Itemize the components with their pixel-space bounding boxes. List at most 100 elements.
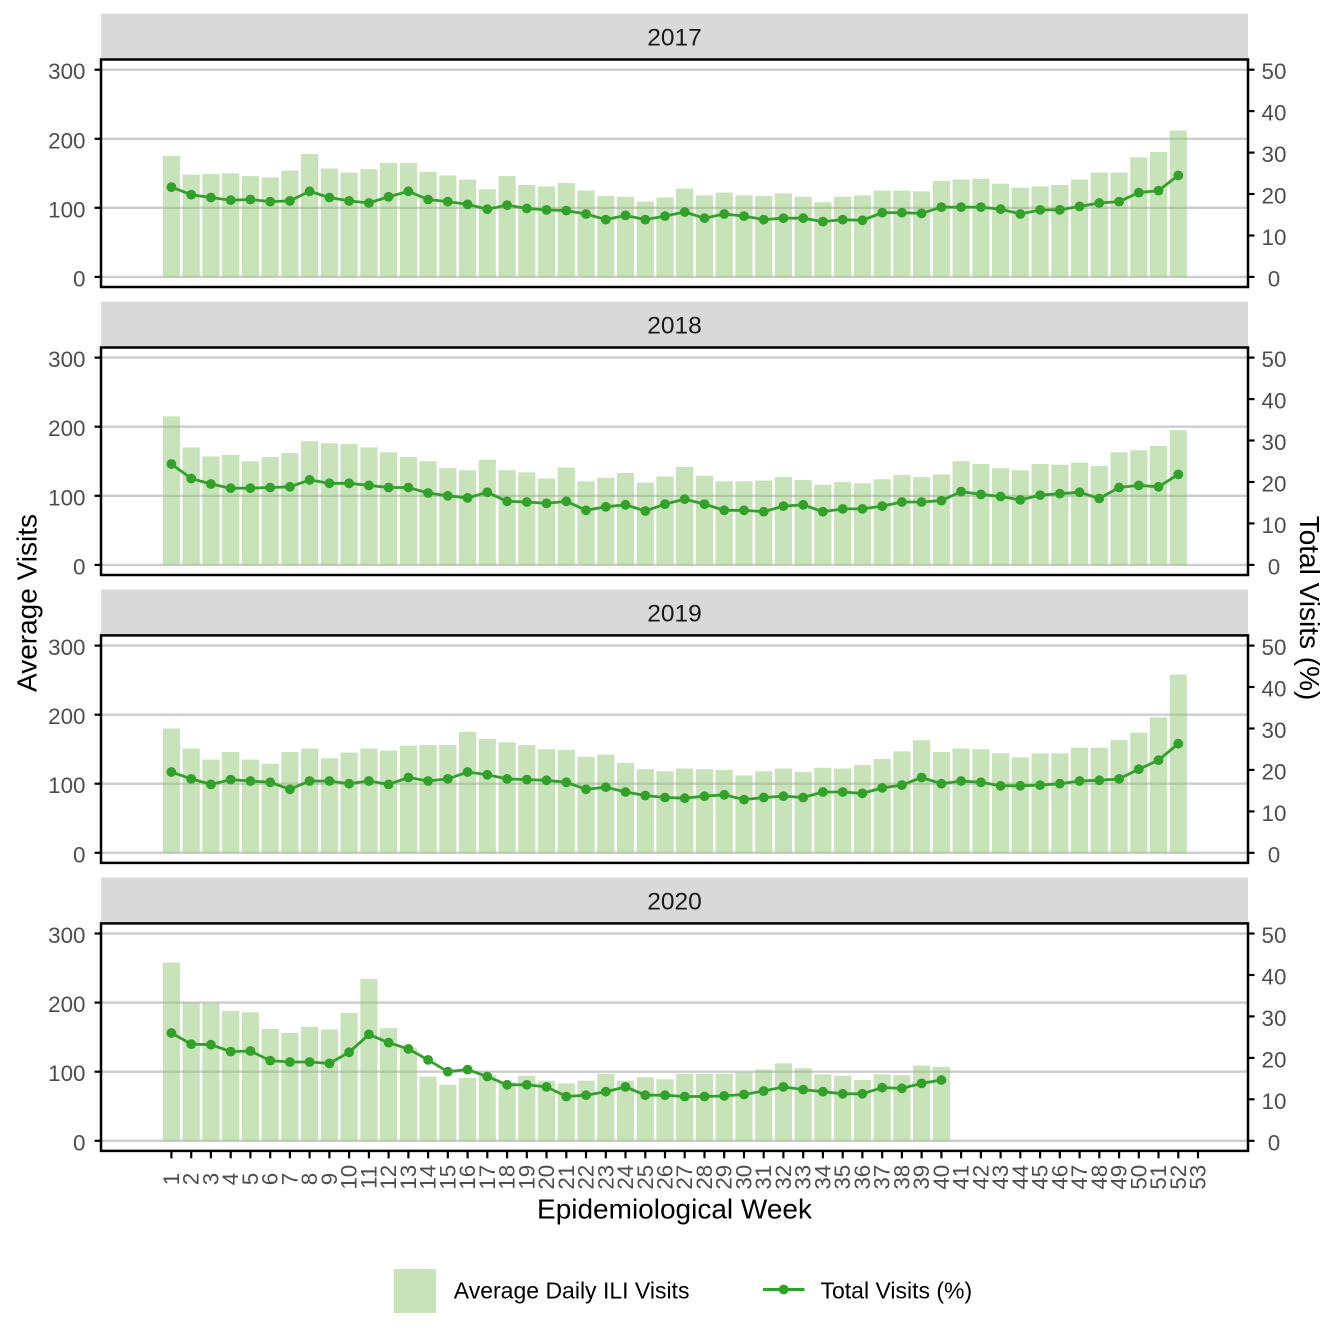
svg-text:0: 0 xyxy=(73,554,85,579)
svg-text:50: 50 xyxy=(1262,347,1287,372)
svg-text:50: 50 xyxy=(1262,635,1287,660)
svg-text:200: 200 xyxy=(48,704,85,729)
svg-text:52: 52 xyxy=(1166,1165,1191,1190)
svg-text:2018: 2018 xyxy=(647,313,702,340)
svg-text:40: 40 xyxy=(929,1165,954,1190)
svg-text:10: 10 xyxy=(1262,1089,1287,1114)
svg-text:300: 300 xyxy=(48,59,85,84)
svg-text:Total Visits (%): Total Visits (%) xyxy=(1294,516,1325,701)
svg-text:Average Daily ILI Visits: Average Daily ILI Visits xyxy=(454,1278,690,1304)
svg-text:27: 27 xyxy=(672,1165,697,1190)
svg-text:2017: 2017 xyxy=(647,25,702,52)
svg-text:0: 0 xyxy=(73,842,85,867)
svg-text:15: 15 xyxy=(435,1165,460,1190)
svg-text:300: 300 xyxy=(48,923,85,948)
svg-text:30: 30 xyxy=(1262,718,1287,743)
svg-text:100: 100 xyxy=(48,197,85,222)
svg-text:32: 32 xyxy=(771,1165,796,1190)
svg-text:21: 21 xyxy=(554,1165,579,1190)
svg-text:50: 50 xyxy=(1262,59,1287,84)
svg-text:Epidemiological Week: Epidemiological Week xyxy=(537,1194,813,1225)
svg-text:10: 10 xyxy=(337,1165,362,1190)
svg-text:1: 1 xyxy=(159,1173,184,1185)
svg-text:9: 9 xyxy=(317,1173,342,1185)
svg-text:22: 22 xyxy=(574,1165,599,1190)
svg-text:31: 31 xyxy=(751,1165,776,1190)
svg-text:38: 38 xyxy=(889,1165,914,1190)
svg-text:14: 14 xyxy=(416,1165,441,1190)
svg-text:28: 28 xyxy=(692,1165,717,1190)
svg-text:Average Visits: Average Visits xyxy=(11,514,42,692)
svg-text:37: 37 xyxy=(870,1165,895,1190)
svg-text:0: 0 xyxy=(1268,842,1280,867)
svg-text:0: 0 xyxy=(1268,1130,1280,1155)
svg-text:23: 23 xyxy=(593,1165,618,1190)
svg-text:200: 200 xyxy=(48,128,85,153)
svg-text:7: 7 xyxy=(277,1173,302,1185)
svg-text:19: 19 xyxy=(514,1165,539,1190)
svg-text:26: 26 xyxy=(653,1165,678,1190)
svg-text:45: 45 xyxy=(1028,1165,1053,1190)
svg-text:30: 30 xyxy=(1262,142,1287,167)
svg-text:40: 40 xyxy=(1262,965,1287,990)
svg-text:0: 0 xyxy=(73,1130,85,1155)
svg-text:6: 6 xyxy=(258,1173,283,1185)
svg-text:25: 25 xyxy=(633,1165,658,1190)
svg-text:0: 0 xyxy=(1268,266,1280,291)
svg-text:2020: 2020 xyxy=(647,889,702,916)
svg-text:20: 20 xyxy=(534,1165,559,1190)
svg-text:34: 34 xyxy=(810,1165,835,1190)
svg-text:36: 36 xyxy=(850,1165,875,1190)
svg-text:20: 20 xyxy=(1262,472,1287,497)
svg-text:16: 16 xyxy=(455,1165,480,1190)
svg-text:44: 44 xyxy=(1008,1165,1033,1190)
svg-text:200: 200 xyxy=(48,992,85,1017)
svg-text:50: 50 xyxy=(1126,1165,1151,1190)
svg-text:20: 20 xyxy=(1262,1047,1287,1072)
svg-text:10: 10 xyxy=(1262,225,1287,250)
svg-text:40: 40 xyxy=(1262,101,1287,126)
svg-text:100: 100 xyxy=(48,1061,85,1086)
svg-text:100: 100 xyxy=(48,485,85,510)
svg-text:100: 100 xyxy=(48,773,85,798)
svg-text:20: 20 xyxy=(1262,184,1287,209)
svg-text:2019: 2019 xyxy=(647,601,702,628)
svg-text:8: 8 xyxy=(297,1173,322,1185)
svg-text:12: 12 xyxy=(376,1165,401,1190)
svg-text:200: 200 xyxy=(48,416,85,441)
svg-text:53: 53 xyxy=(1186,1165,1211,1190)
svg-text:3: 3 xyxy=(198,1173,223,1185)
svg-text:48: 48 xyxy=(1087,1165,1112,1190)
svg-text:43: 43 xyxy=(988,1165,1013,1190)
svg-text:17: 17 xyxy=(475,1165,500,1190)
svg-text:24: 24 xyxy=(613,1165,638,1190)
svg-text:47: 47 xyxy=(1067,1165,1092,1190)
svg-text:18: 18 xyxy=(495,1165,520,1190)
svg-text:30: 30 xyxy=(1262,430,1287,455)
svg-text:20: 20 xyxy=(1262,759,1287,784)
svg-text:49: 49 xyxy=(1107,1165,1132,1190)
svg-text:40: 40 xyxy=(1262,389,1287,414)
svg-text:5: 5 xyxy=(238,1173,263,1185)
svg-text:300: 300 xyxy=(48,635,85,660)
svg-text:11: 11 xyxy=(356,1166,381,1189)
svg-text:10: 10 xyxy=(1262,801,1287,826)
svg-text:51: 51 xyxy=(1146,1165,1171,1190)
svg-text:40: 40 xyxy=(1262,677,1287,702)
svg-text:46: 46 xyxy=(1047,1165,1072,1190)
svg-text:50: 50 xyxy=(1262,923,1287,948)
svg-text:41: 41 xyxy=(949,1165,974,1190)
svg-text:39: 39 xyxy=(909,1165,934,1190)
svg-text:35: 35 xyxy=(830,1165,855,1190)
svg-text:42: 42 xyxy=(968,1165,993,1190)
svg-text:30: 30 xyxy=(1262,1006,1287,1031)
svg-text:33: 33 xyxy=(791,1165,816,1190)
svg-text:10: 10 xyxy=(1262,513,1287,538)
svg-text:300: 300 xyxy=(48,347,85,372)
svg-text:Total Visits (%): Total Visits (%) xyxy=(821,1278,973,1304)
svg-text:4: 4 xyxy=(218,1173,243,1185)
svg-text:13: 13 xyxy=(396,1165,421,1190)
svg-text:2: 2 xyxy=(179,1173,204,1185)
svg-text:0: 0 xyxy=(73,266,85,291)
svg-text:29: 29 xyxy=(712,1165,737,1190)
